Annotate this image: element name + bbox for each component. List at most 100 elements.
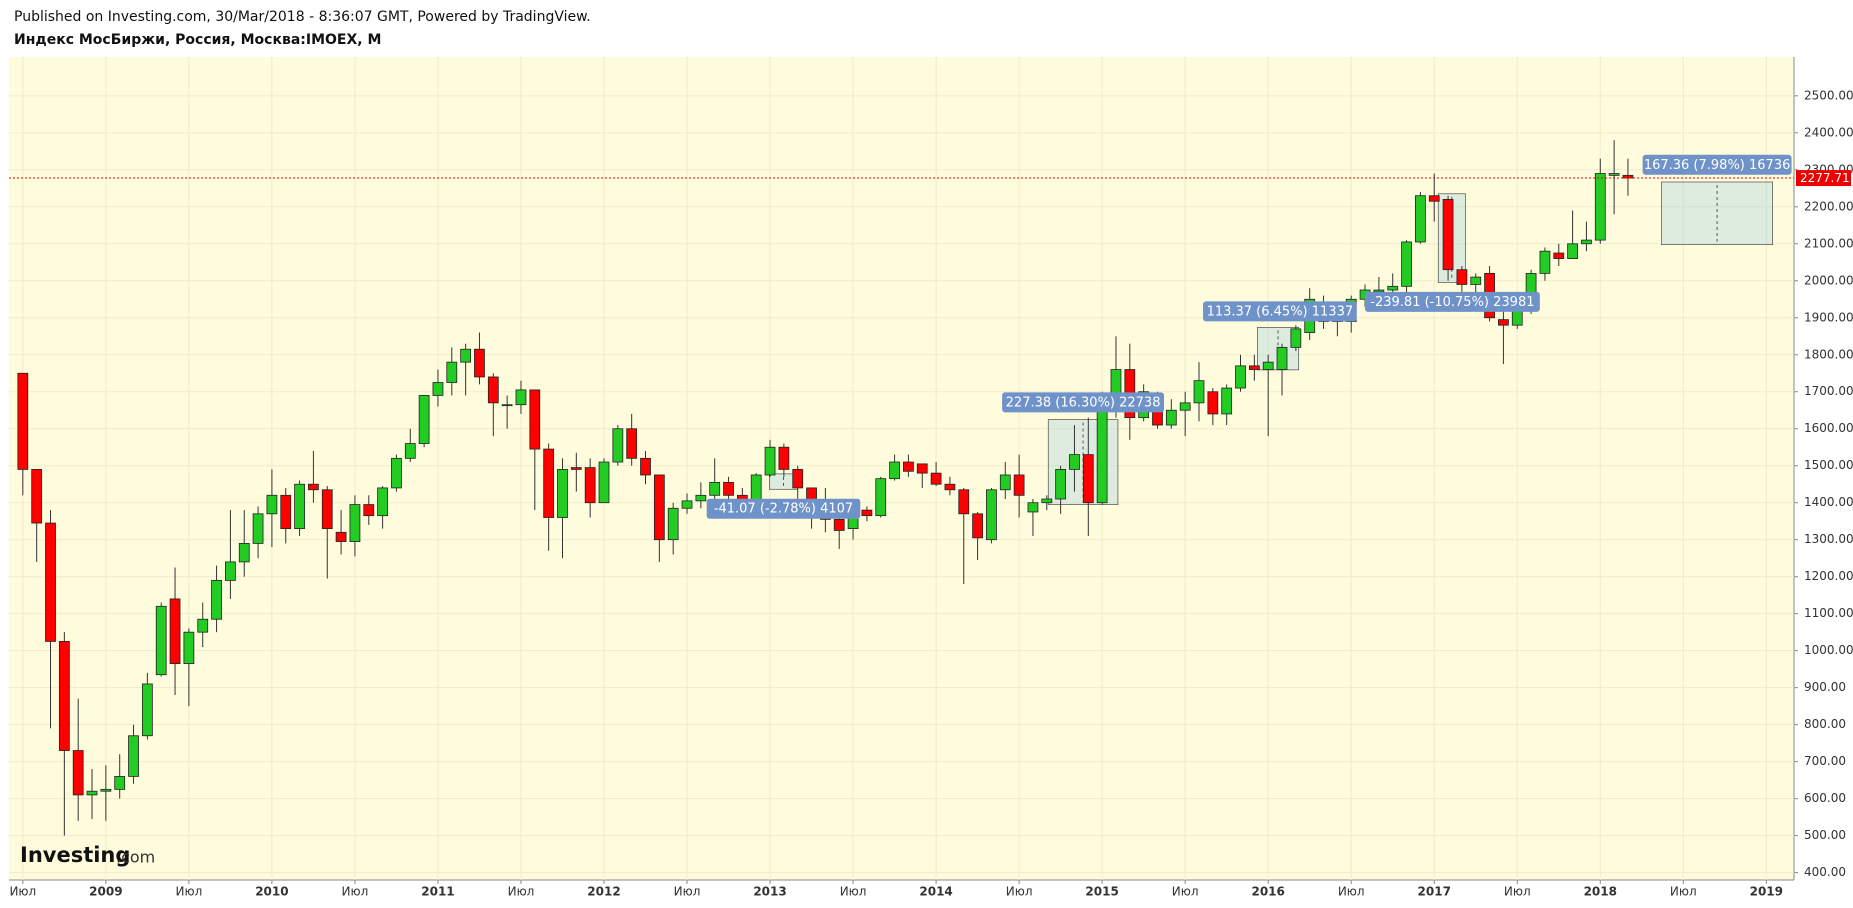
measure-label-bg [1203,301,1357,322]
candle-body [183,631,195,665]
y-tick-label: 2500.00 [1804,88,1853,102]
y-tick-label: 1400.00 [1804,495,1853,509]
candle-body [501,404,513,407]
candle-body [1415,195,1426,243]
x-tick-label: 2012 [587,885,620,899]
candle-body [1428,195,1440,202]
plot-background [9,57,1794,880]
measure-label-bg [1364,291,1540,312]
candle-body [31,469,43,524]
candle-body [653,474,665,541]
candle-body [1235,365,1246,389]
candle-body [1013,474,1025,496]
candle-body [100,788,112,792]
y-tick-label: 1800.00 [1804,347,1853,361]
candle-body [833,518,845,531]
candle-body [612,428,624,463]
candle-body [986,489,997,541]
y-tick-label: 700.00 [1804,754,1846,768]
y-tick-label: 600.00 [1804,791,1846,805]
x-tick-label: Июл [840,885,867,899]
candle-body [86,790,98,796]
last-price-label: 2277.71 [1800,171,1850,185]
candle-body [1055,469,1067,500]
candle-body [1096,398,1108,504]
candle-body [709,481,721,496]
candle-body [377,487,388,517]
measure-label: 167.36 (7.98%) 16736 [1644,158,1791,173]
y-tick-label: 1300.00 [1804,532,1853,546]
candle-body [1594,173,1606,241]
measure-label: 113.37 (6.45%) 11337 [1207,304,1354,319]
candle-body [515,389,527,406]
x-tick-label: Июл [1006,885,1033,899]
candle-body [58,641,70,751]
candle-body [1387,285,1399,291]
x-tick-label: 2014 [919,885,952,899]
published-line: Published on Investing.com, 30/Mar/2018 … [14,9,591,25]
candle-body [1165,409,1177,426]
candle-body [778,446,790,470]
candle-body [72,750,84,796]
measure-label: 227.38 (16.30%) 22738 [1006,395,1161,410]
candle-body [225,561,236,581]
candle-body [211,579,222,620]
candle-body [1276,346,1288,370]
x-tick-label: Июл [342,885,369,899]
logo-domain: .com [116,848,155,867]
candle-body [1373,289,1385,293]
candle-body [681,500,693,509]
y-tick-label: 900.00 [1804,680,1846,694]
candle-body [889,461,900,480]
x-tick-label: Июл [9,885,36,899]
x-tick-label: Июл [1504,885,1531,899]
candle-body [1608,173,1620,176]
candle-body [155,605,167,676]
candle-body [640,457,651,476]
logo-name: Investing [20,843,130,867]
x-tick-label: 2015 [1085,885,1118,899]
x-tick-label: Июл [1670,885,1697,899]
candle-body [723,481,734,496]
candle-body [1082,454,1094,504]
candle-body [1041,498,1053,504]
candle-body [958,489,970,515]
y-tick-label: 2200.00 [1804,199,1853,213]
y-tick-label: 1500.00 [1804,458,1853,472]
x-tick-label: Июл [508,885,535,899]
candle-body [1207,391,1219,415]
candle-body [266,494,278,515]
candle-body [1622,174,1634,179]
candle-body [570,467,582,470]
measure-label-bg [1642,154,1792,175]
candle-body [1539,250,1551,274]
symbol-title: Индекс МосБиржи, Россия, Москва:IMOEX, M [14,32,381,48]
x-tick-label: 2009 [89,885,122,899]
candle-body [432,382,444,396]
y-tick-label: 1200.00 [1804,569,1853,583]
candle-body [446,361,458,383]
candle-body [861,509,873,517]
candle-body [584,467,596,504]
y-tick-label: 400.00 [1804,865,1846,879]
candle-body [1193,380,1205,404]
y-tick-label: 1900.00 [1804,310,1853,324]
candle-body [695,494,707,502]
candle-body [1470,276,1482,285]
last-price-bg [1796,170,1851,187]
x-tick-label: Июл [674,885,701,899]
measure-label: -239.81 (-10.75%) 23981 [1370,295,1534,310]
candle-body [972,513,983,539]
candle-body [1069,454,1080,470]
candle-body [1179,402,1191,411]
candle-body [529,389,541,450]
y-tick-label: 1100.00 [1804,606,1853,620]
x-tick-label: 2018 [1584,885,1617,899]
candle-body [349,504,361,542]
candle-body [169,598,181,665]
candle-body [197,618,209,633]
candle-body [335,531,347,542]
candle-body [280,494,292,530]
candle-body [363,504,375,517]
candle-body [792,469,804,489]
